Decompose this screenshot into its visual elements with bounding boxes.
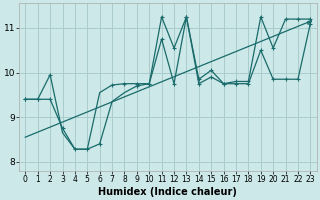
X-axis label: Humidex (Indice chaleur): Humidex (Indice chaleur)	[98, 187, 237, 197]
